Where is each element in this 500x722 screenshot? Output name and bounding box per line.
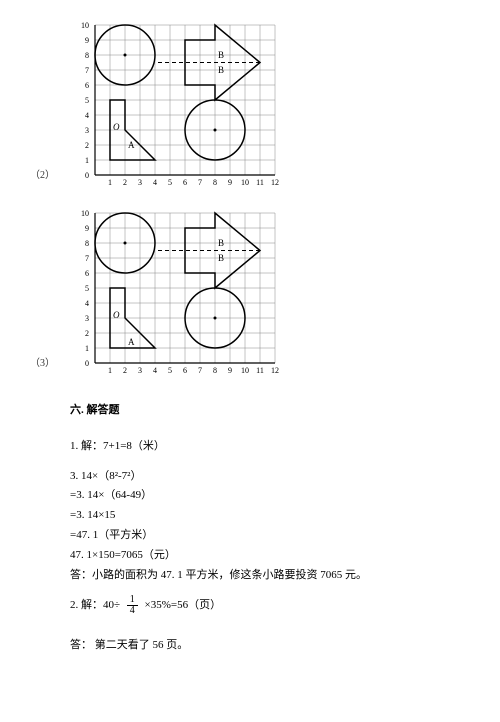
svg-text:O: O: [113, 310, 120, 320]
q1-line1: 1. 解：7+1=8（米）: [70, 437, 450, 457]
svg-text:B: B: [218, 65, 224, 75]
svg-text:12: 12: [271, 366, 279, 375]
svg-text:3: 3: [138, 178, 142, 187]
svg-text:4: 4: [153, 178, 157, 187]
svg-text:6: 6: [85, 269, 89, 278]
svg-text:8: 8: [213, 178, 217, 187]
figure-2-svg: 123456789101112012345678910BBOA: [70, 15, 300, 195]
svg-text:7: 7: [85, 254, 89, 263]
svg-text:7: 7: [85, 66, 89, 75]
q2-suffix: ×35%=56（页）: [145, 599, 222, 611]
svg-text:11: 11: [256, 366, 264, 375]
svg-text:4: 4: [85, 111, 89, 120]
q2-fraction: 1 4: [127, 595, 138, 616]
svg-text:5: 5: [168, 366, 172, 375]
svg-text:5: 5: [168, 178, 172, 187]
svg-text:9: 9: [228, 366, 232, 375]
svg-text:1: 1: [108, 178, 112, 187]
svg-text:B: B: [218, 50, 224, 60]
svg-text:0: 0: [85, 359, 89, 368]
svg-text:9: 9: [85, 36, 89, 45]
svg-text:5: 5: [85, 96, 89, 105]
q1-step3: =3. 14×15: [70, 506, 450, 526]
q1-step4: =47. 1（平方米）: [70, 526, 450, 546]
svg-text:10: 10: [81, 21, 89, 30]
q1-step1: 3. 14×（8²-7²）: [70, 467, 450, 487]
section-6-title: 六. 解答题: [70, 401, 450, 421]
q2-frac-den: 4: [127, 606, 138, 616]
svg-text:4: 4: [153, 366, 157, 375]
svg-text:2: 2: [85, 141, 89, 150]
figure-2-label: （2）: [30, 166, 55, 181]
svg-text:8: 8: [85, 239, 89, 248]
svg-text:3: 3: [85, 126, 89, 135]
svg-text:2: 2: [123, 178, 127, 187]
svg-text:2: 2: [85, 329, 89, 338]
svg-text:7: 7: [198, 366, 202, 375]
svg-text:A: A: [128, 140, 135, 150]
svg-text:1: 1: [108, 366, 112, 375]
svg-text:6: 6: [183, 178, 187, 187]
svg-text:1: 1: [85, 344, 89, 353]
svg-text:1: 1: [85, 156, 89, 165]
figure-3-label: （3）: [30, 354, 55, 369]
svg-text:9: 9: [228, 178, 232, 187]
figure-3-block: （3） 123456789101112012345678910BBOA: [70, 203, 500, 383]
svg-text:10: 10: [241, 178, 249, 187]
q1-step5: 47. 1×150=7065（元）: [70, 546, 450, 566]
svg-text:3: 3: [138, 366, 142, 375]
svg-text:6: 6: [85, 81, 89, 90]
q2-prefix: 2. 解：40÷: [70, 599, 120, 611]
q2-line: 2. 解：40÷ 1 4 ×35%=56（页）: [70, 595, 450, 616]
svg-text:0: 0: [85, 171, 89, 180]
svg-text:9: 9: [85, 224, 89, 233]
q1-step2: =3. 14×（64-49）: [70, 486, 450, 506]
figure-2-block: （2） 123456789101112012345678910BBOA: [70, 15, 500, 195]
q2-answer: 答： 第二天看了 56 页。: [70, 636, 450, 656]
svg-text:11: 11: [256, 178, 264, 187]
svg-text:2: 2: [123, 366, 127, 375]
svg-text:5: 5: [85, 284, 89, 293]
svg-text:8: 8: [85, 51, 89, 60]
svg-text:O: O: [113, 122, 120, 132]
svg-text:3: 3: [85, 314, 89, 323]
svg-text:7: 7: [198, 178, 202, 187]
svg-text:8: 8: [213, 366, 217, 375]
svg-text:6: 6: [183, 366, 187, 375]
section-6: 六. 解答题 1. 解：7+1=8（米） 3. 14×（8²-7²） =3. 1…: [70, 401, 450, 656]
svg-text:4: 4: [85, 299, 89, 308]
svg-text:10: 10: [241, 366, 249, 375]
svg-text:A: A: [128, 337, 135, 347]
svg-text:10: 10: [81, 209, 89, 218]
svg-text:B: B: [218, 253, 224, 263]
svg-text:12: 12: [271, 178, 279, 187]
q1-answer: 答：小路的面积为 47. 1 平方米，修这条小路要投资 7065 元。: [70, 566, 450, 586]
figure-3-svg: 123456789101112012345678910BBOA: [70, 203, 300, 383]
svg-text:B: B: [218, 238, 224, 248]
